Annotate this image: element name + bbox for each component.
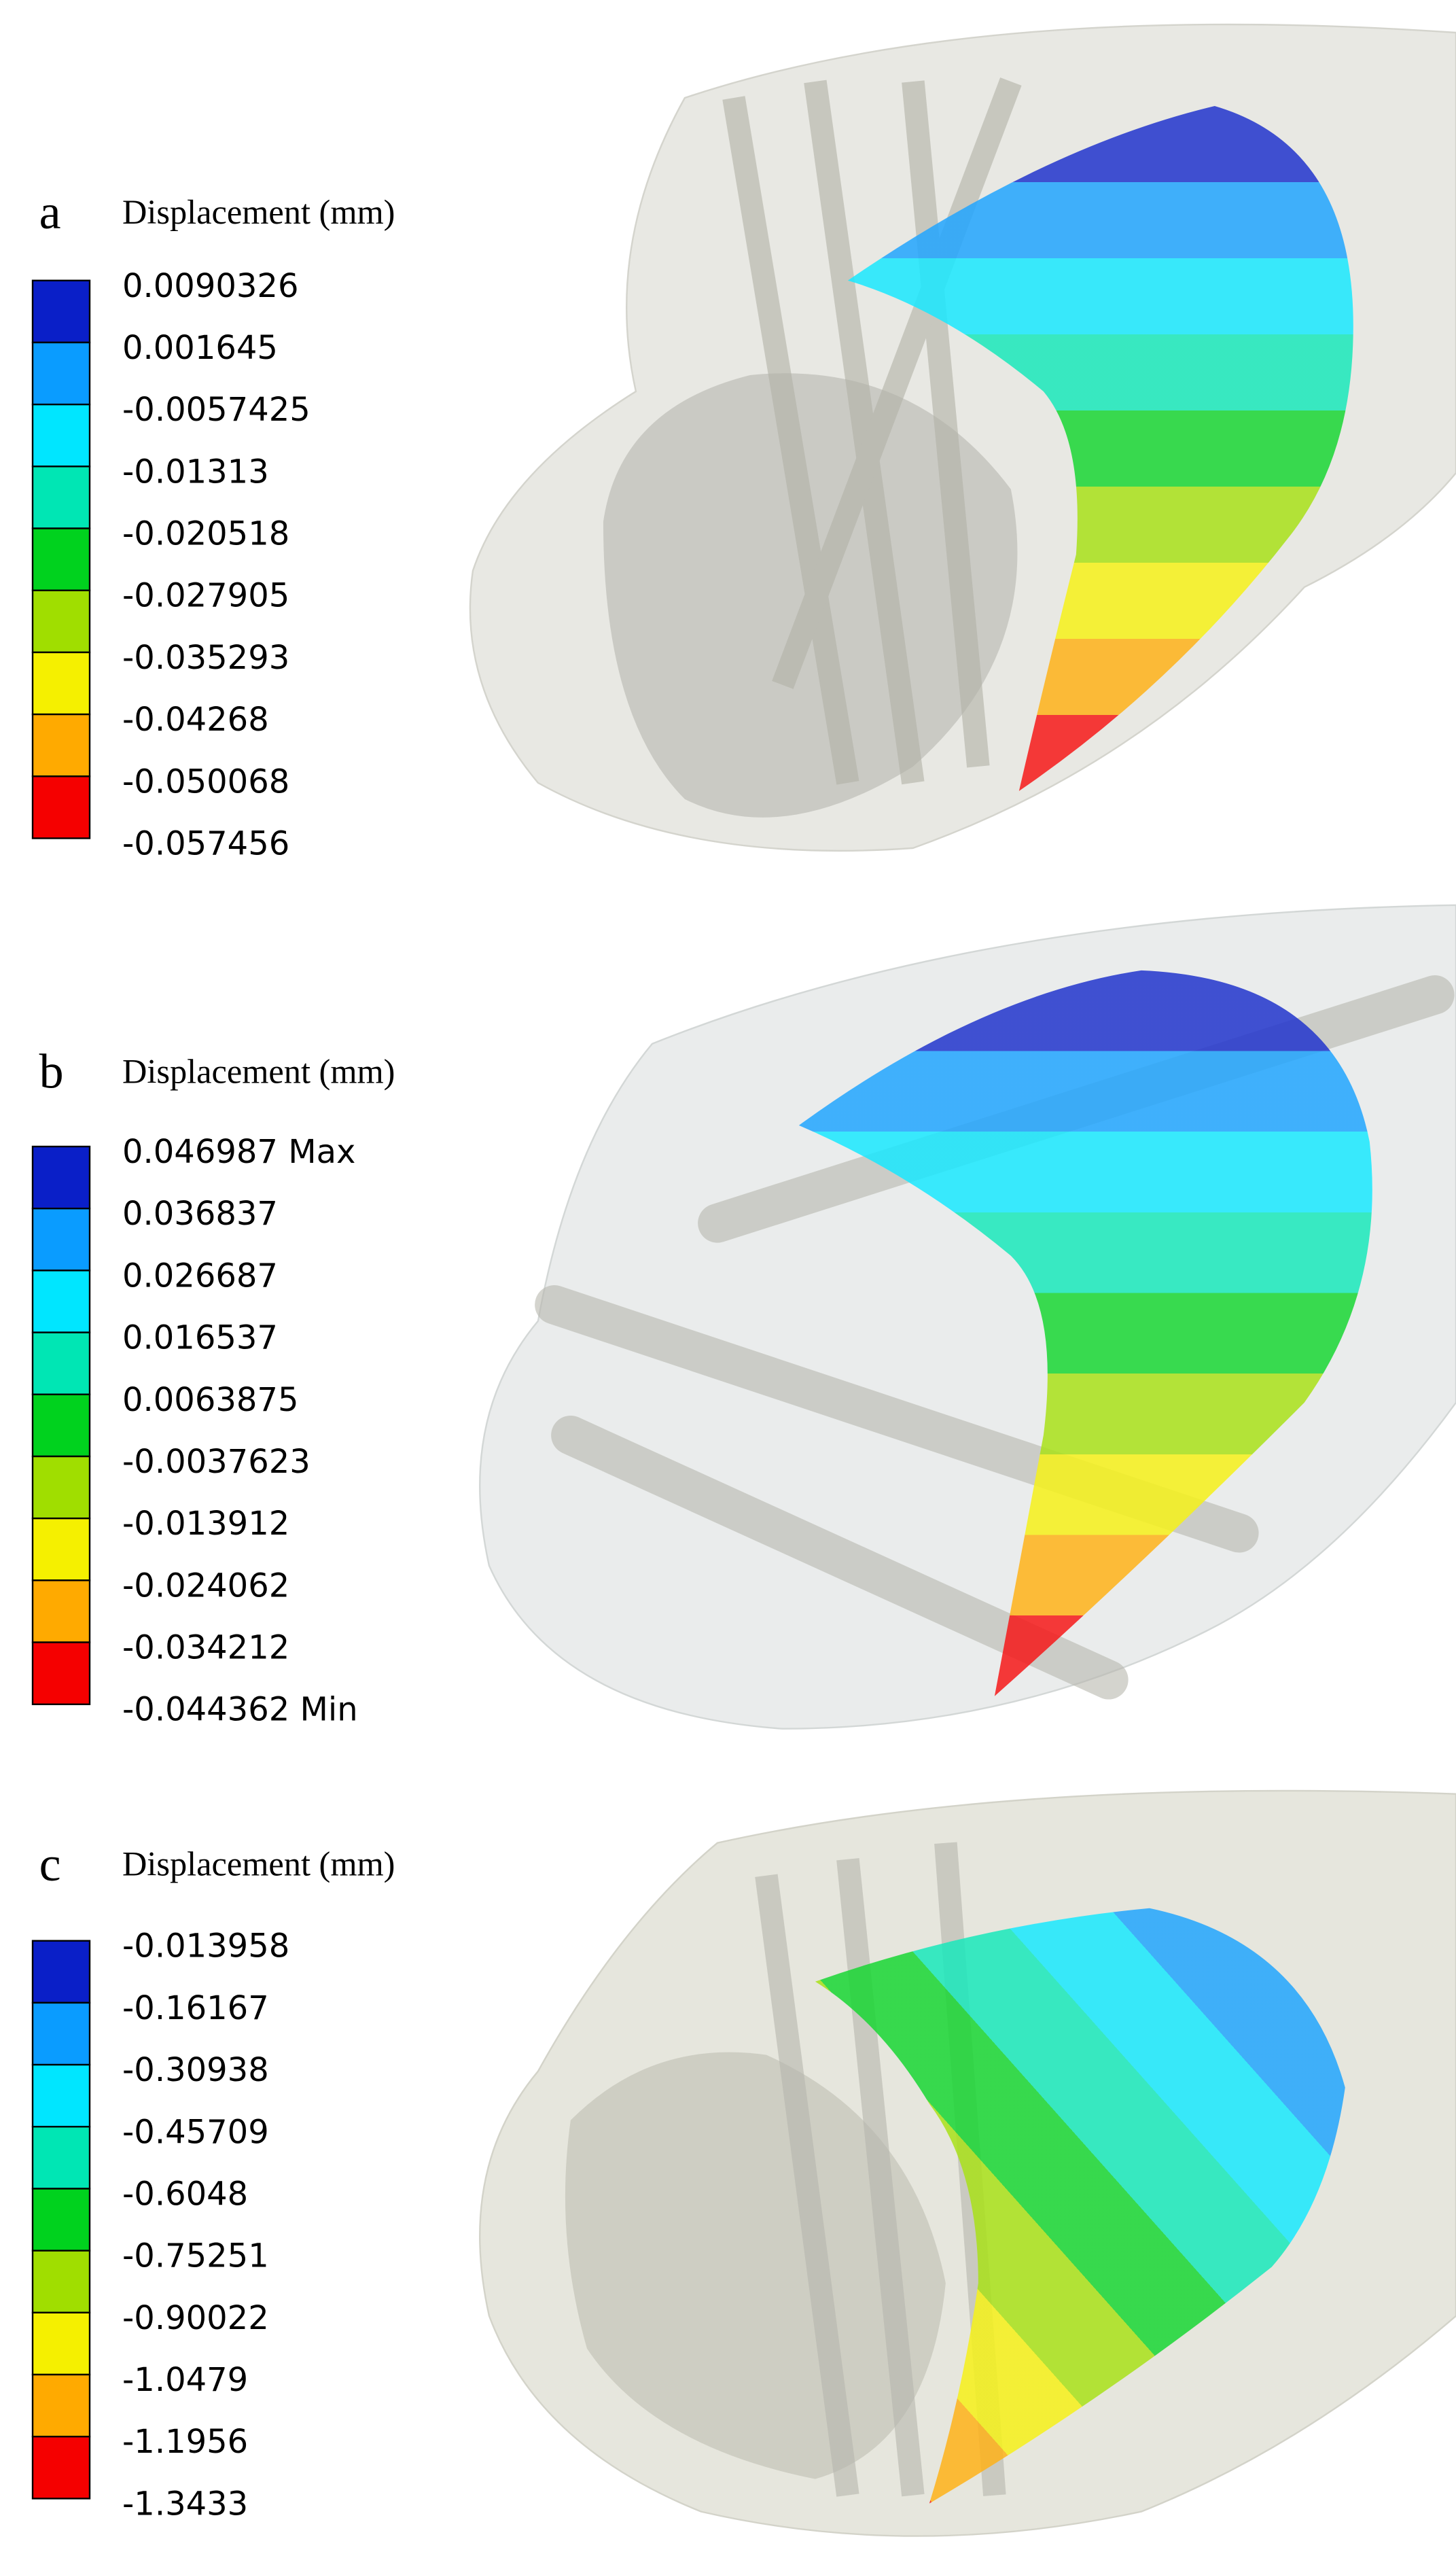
legend-swatch <box>31 466 91 529</box>
legend-title: Displacement (mm) <box>122 1845 395 1883</box>
legend-swatch <box>31 2436 91 2500</box>
legend-value: -0.020518 <box>122 515 289 553</box>
legend-swatch <box>31 1517 91 1581</box>
legend-value: 0.001645 <box>122 329 278 367</box>
legend-value: 0.0063875 <box>122 1381 299 1419</box>
legend-value: -0.044362 Min <box>122 1691 358 1729</box>
legend-value: -0.034212 <box>122 1629 289 1667</box>
legend-swatch <box>31 1145 91 1210</box>
panel-label: b <box>39 1045 64 1099</box>
legend-value: -0.75251 <box>122 2237 269 2275</box>
legend-value: -0.057456 <box>122 824 289 862</box>
legend-title: Displacement (mm) <box>122 193 395 231</box>
legend-value: -0.027905 <box>122 577 289 615</box>
legend-value: 0.036837 <box>122 1195 278 1233</box>
legends: a Displacement (mm) 0.0090326 0.001645 -0.00… <box>31 185 395 2523</box>
legend-value: -0.45709 <box>122 2113 269 2151</box>
model-c <box>479 1789 1456 2537</box>
legend-value: 0.016537 <box>122 1319 278 1357</box>
legend-value: -1.3433 <box>122 2485 248 2523</box>
legend-swatch <box>31 2311 91 2376</box>
legend-value: 0.026687 <box>122 1257 278 1295</box>
legend-swatch <box>31 651 91 716</box>
contour-surface <box>847 105 1353 791</box>
legend-value: -0.04268 <box>122 701 269 739</box>
legend-value: -0.013912 <box>122 1505 289 1543</box>
legend-swatch <box>31 1270 91 1333</box>
legend-swatch <box>31 2126 91 2190</box>
legend-swatch <box>31 2001 91 2066</box>
legend-swatch <box>31 589 91 654</box>
contour-surface <box>815 1908 1345 2504</box>
legend-value: -0.90022 <box>122 2299 269 2337</box>
legend-value: -0.16167 <box>122 1989 269 2027</box>
legend-swatch <box>31 2063 91 2128</box>
legend-value: -1.1956 <box>122 2423 248 2461</box>
legend-swatch <box>31 1940 91 2004</box>
legend-swatch <box>31 2188 91 2252</box>
legend-value: -0.035293 <box>122 639 289 677</box>
legend-value: -0.30938 <box>122 2051 269 2089</box>
legend-value: -0.024062 <box>122 1567 289 1605</box>
model-b <box>479 904 1456 1730</box>
legend-value: -0.6048 <box>122 2175 248 2213</box>
legend-value: -0.050068 <box>122 763 289 801</box>
legend-swatch <box>31 279 91 344</box>
legend-swatch <box>31 527 91 591</box>
legend-swatch <box>31 1208 91 1272</box>
legend-swatch <box>31 2250 91 2314</box>
panel-label: c <box>39 1837 61 1891</box>
legend-value: -1.0479 <box>122 2361 248 2399</box>
legend-swatch <box>31 1393 91 1458</box>
model-a <box>469 23 1456 852</box>
legend-value: 0.046987 Max <box>122 1133 355 1171</box>
legend-value: -0.0057425 <box>122 391 310 429</box>
legend-swatch <box>31 1579 91 1643</box>
legend-swatch <box>31 341 91 406</box>
legend-swatch <box>31 713 91 777</box>
legend-swatch <box>31 2373 91 2438</box>
legend-value: -0.0037623 <box>122 1443 310 1481</box>
legend-value: -0.013958 <box>122 1927 289 1965</box>
legend-title: Displacement (mm) <box>122 1052 395 1090</box>
legend-swatch <box>31 1455 91 1520</box>
contour-surface <box>798 970 1372 1696</box>
legend-value: 0.0090326 <box>122 267 299 305</box>
legend-swatch <box>31 1331 91 1395</box>
legend-value: -0.01313 <box>122 453 269 491</box>
panel-label: a <box>39 185 61 239</box>
legend-swatch <box>31 1641 91 1705</box>
legend-swatch <box>31 403 91 468</box>
legend-swatch <box>31 775 91 839</box>
